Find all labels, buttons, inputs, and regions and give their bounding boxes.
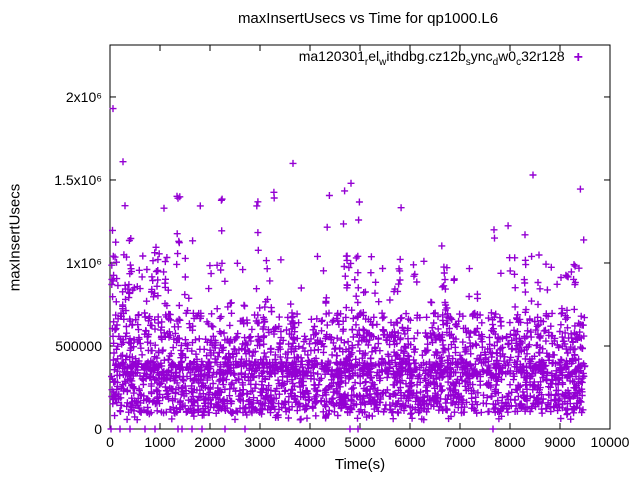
x-tick-label: 2000: [194, 434, 225, 450]
x-tick-label: 4000: [294, 434, 325, 450]
x-tick-label: 5000: [344, 434, 375, 450]
y-tick-label: 1.5x10⁶: [54, 172, 102, 188]
y-tick-label: 1x10⁶: [66, 255, 102, 271]
x-axis-label: Time(s): [334, 456, 386, 473]
legend-plus-marker-icon: +: [573, 48, 583, 66]
x-tick-label: 10000: [591, 434, 630, 450]
x-tick-label: 3000: [244, 434, 275, 450]
x-tick-label: 0: [106, 434, 114, 450]
legend-series-label: ma120301relwithdbg.cz12bsyncdw0c32r128: [298, 48, 565, 68]
x-tick-label: 1000: [144, 434, 175, 450]
x-tick-label: 9000: [544, 434, 575, 450]
y-tick-label: 2x10⁶: [66, 89, 102, 105]
chart-title: maxInsertUsecs vs Time for qp1000.L6: [237, 10, 499, 27]
y-tick-label: 500000: [55, 338, 102, 354]
x-tick-label: 8000: [494, 434, 525, 450]
legend: ma120301relwithdbg.cz12bsyncdw0c32r128 +: [299, 48, 583, 68]
y-tick-label: 0: [94, 421, 102, 437]
x-tick-label: 7000: [444, 434, 475, 450]
x-tick-label: 6000: [394, 434, 425, 450]
scatter-points: [107, 105, 589, 433]
